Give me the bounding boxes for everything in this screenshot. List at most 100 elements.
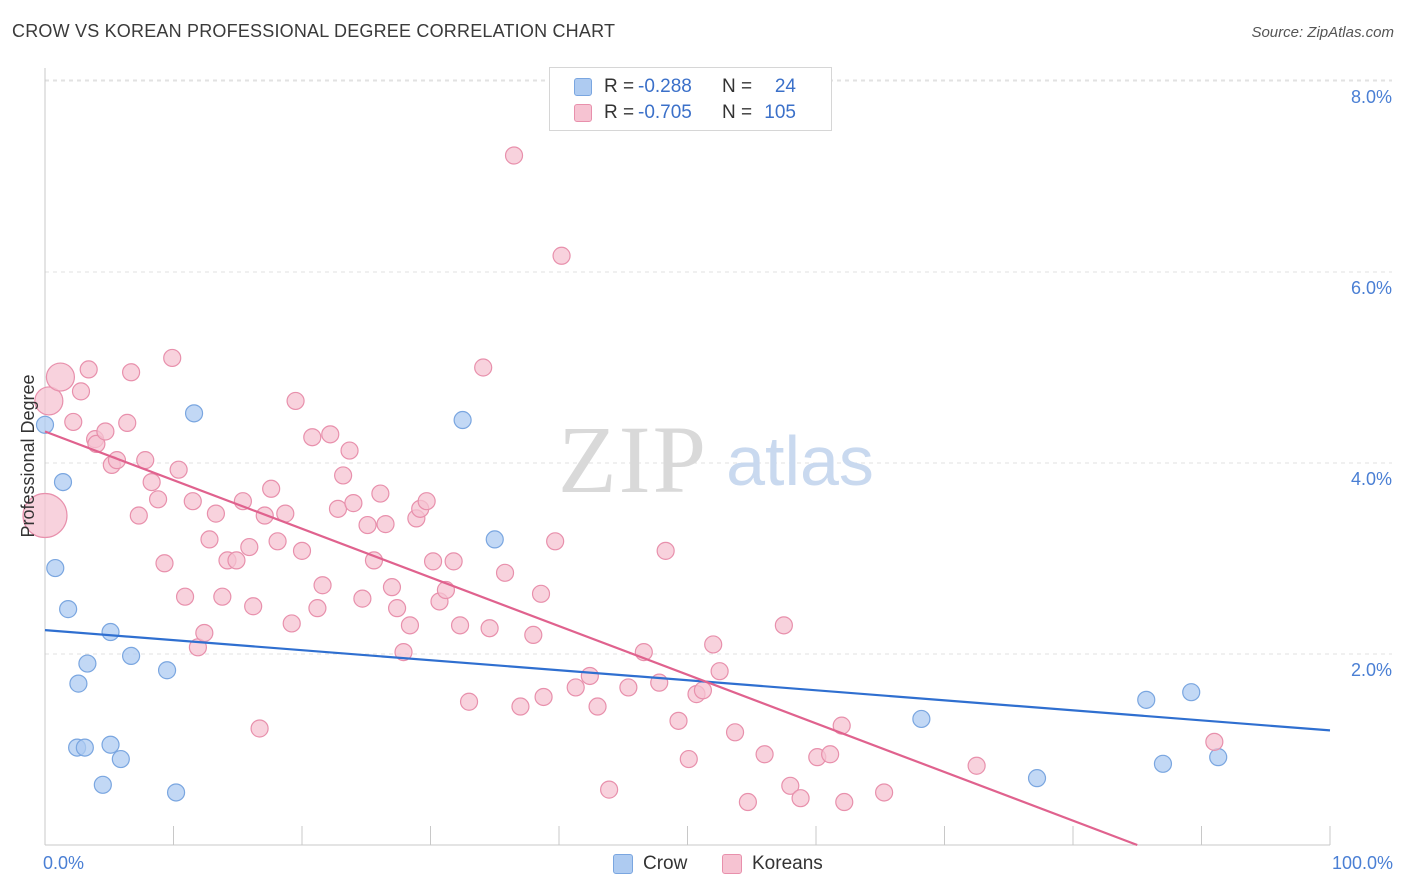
y-axis-label: Professional Degree xyxy=(18,374,38,537)
korean-point xyxy=(531,584,551,603)
crow-point xyxy=(53,473,73,492)
korean-point xyxy=(534,687,553,707)
korean-point xyxy=(79,360,98,379)
crow-trend-line xyxy=(44,629,1331,732)
legend-swatch-crow xyxy=(574,78,592,96)
legend-swatch-koreans xyxy=(574,104,592,122)
korean-point xyxy=(353,589,372,608)
korean-point xyxy=(64,412,83,432)
crow-point xyxy=(184,404,204,423)
watermark-zip: ZIP xyxy=(558,406,708,513)
crow-point xyxy=(1137,690,1156,709)
korean-point xyxy=(387,599,407,618)
korean-point xyxy=(121,363,141,382)
korean-point xyxy=(340,441,359,460)
korean-point xyxy=(417,492,436,511)
korean-point xyxy=(552,246,571,265)
legend-r-value: -0.705 xyxy=(638,102,692,123)
korean-point xyxy=(504,146,524,165)
y-tick-label: 2.0% xyxy=(1351,660,1392,680)
korean-point xyxy=(423,552,443,571)
korean-point xyxy=(580,666,599,686)
korean-point xyxy=(835,792,854,812)
korean-point xyxy=(118,413,137,432)
korean-point xyxy=(600,780,619,799)
crow-point xyxy=(101,735,120,754)
korean-point xyxy=(142,473,161,492)
korean-point xyxy=(376,515,395,534)
korean-point xyxy=(619,678,638,697)
korean-point xyxy=(693,681,713,700)
korean-point xyxy=(163,348,182,368)
korean-point xyxy=(262,479,281,498)
crow-point xyxy=(111,749,130,769)
korean-point xyxy=(87,434,106,453)
trend-lines xyxy=(44,430,1331,847)
korean-point xyxy=(244,597,263,616)
crow-point xyxy=(35,415,55,434)
korean-point xyxy=(268,532,287,551)
bottom-legend-koreans-label: Koreans xyxy=(752,853,823,874)
korean-point xyxy=(250,719,269,738)
legend-n-value: 105 xyxy=(764,102,796,123)
korean-point xyxy=(444,552,463,571)
korean-point xyxy=(710,662,729,681)
source-label: Source: ZipAtlas.com xyxy=(1251,24,1394,41)
korean-point xyxy=(546,532,565,551)
axes xyxy=(44,68,1331,846)
crow-point xyxy=(485,530,504,549)
korean-point xyxy=(313,576,332,595)
korean-point xyxy=(308,599,327,618)
korean-point xyxy=(755,745,774,764)
korean-point xyxy=(282,614,301,633)
korean-point xyxy=(875,783,894,802)
crow-point xyxy=(1153,754,1173,773)
korean-point xyxy=(292,541,312,560)
korean-point xyxy=(344,494,363,513)
korean-point xyxy=(303,428,322,447)
data-points xyxy=(22,146,1228,812)
korean-point xyxy=(227,551,246,570)
korean-point xyxy=(725,723,745,742)
bottom-swatch-koreans xyxy=(722,854,742,874)
korean-point xyxy=(495,563,515,582)
korean-point xyxy=(474,358,493,377)
watermark-atlas: atlas xyxy=(726,422,874,500)
korean-point xyxy=(129,506,148,525)
crow-point xyxy=(75,738,94,757)
bottom-legend-crow: Crow xyxy=(613,853,687,875)
korean-point xyxy=(791,789,810,808)
korean-point xyxy=(450,616,470,635)
korean-point xyxy=(148,490,168,509)
korean-point xyxy=(321,425,340,444)
y-tick-label: 4.0% xyxy=(1351,469,1392,489)
korean-point xyxy=(45,362,76,392)
korean-point xyxy=(286,391,305,411)
tick-labels: 2.0% 4.0% 6.0% 8.0% 0.0% 100.0% xyxy=(43,87,1393,873)
crow-point xyxy=(1027,769,1047,788)
legend-row-crow: R = -0.288 N = 24 xyxy=(574,75,796,99)
korean-point xyxy=(704,635,723,654)
korean-point xyxy=(107,451,127,470)
legend-n-label: N = xyxy=(722,102,753,123)
korean-point xyxy=(328,499,348,518)
crow-point xyxy=(121,646,141,666)
x-tick-label: 100.0% xyxy=(1332,853,1393,873)
korean-point xyxy=(588,697,607,716)
korean-point xyxy=(34,386,64,416)
crow-point xyxy=(78,654,97,673)
korean-point xyxy=(738,792,757,812)
crow-point xyxy=(912,709,931,729)
bottom-swatch-crow xyxy=(613,854,633,874)
crow-point xyxy=(59,600,78,619)
korean-point xyxy=(394,642,413,662)
legend-r-label: R = xyxy=(604,102,635,123)
korean-point xyxy=(821,745,840,764)
korean-point xyxy=(200,530,219,549)
bottom-legend-crow-label: Crow xyxy=(643,853,688,874)
korean-point xyxy=(96,422,115,441)
korean-point xyxy=(22,492,68,539)
crow-point xyxy=(157,661,177,680)
crow-point xyxy=(453,410,472,430)
chart-title: CROW VS KOREAN PROFESSIONAL DEGREE CORRE… xyxy=(12,21,616,41)
